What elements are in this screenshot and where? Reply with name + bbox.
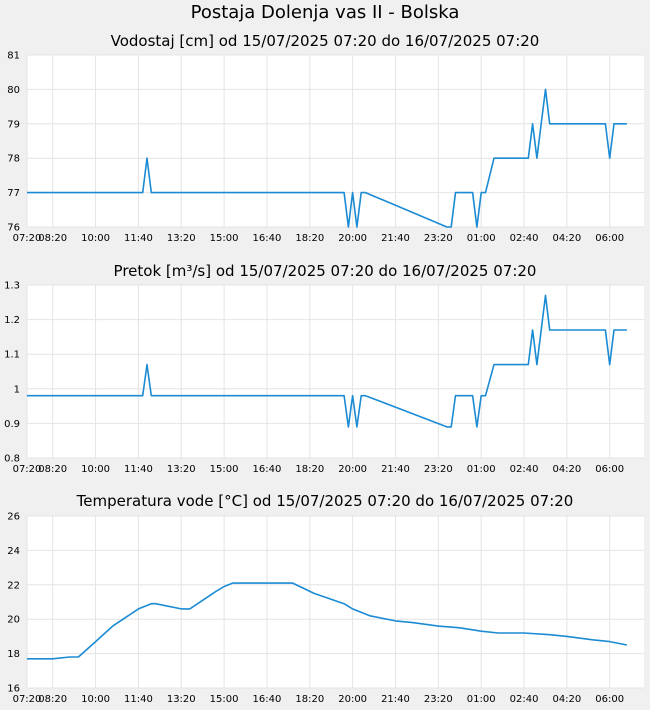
x-tick-label: 01:00 xyxy=(467,233,496,244)
x-tick-label: 13:20 xyxy=(167,694,196,705)
page-title: Postaja Dolenja vas II - Bolska xyxy=(190,2,460,23)
y-tick-label: 16 xyxy=(7,684,20,695)
chart-title: Vodostaj [cm] od 15/07/2025 07:20 do 16/… xyxy=(111,32,540,50)
x-tick-label: 20:00 xyxy=(338,694,367,705)
series-line xyxy=(27,294,627,428)
x-tick-label: 15:00 xyxy=(210,694,239,705)
x-tick-label: 20:00 xyxy=(338,464,367,475)
series-line xyxy=(27,582,628,660)
x-tick-label: 02:40 xyxy=(510,464,539,475)
x-tick-label: 07:20 xyxy=(13,233,42,244)
y-tick-label: 76 xyxy=(7,223,20,234)
plot-area xyxy=(27,516,644,688)
x-tick-label: 16:40 xyxy=(253,233,282,244)
x-tick-label: 01:00 xyxy=(467,694,496,705)
x-tick-label: 11:40 xyxy=(124,464,153,475)
x-tick-label: 21:40 xyxy=(381,233,410,244)
x-tick-label: 15:00 xyxy=(210,464,239,475)
x-tick-label: 06:00 xyxy=(595,694,624,705)
y-tick-label: 79 xyxy=(7,119,20,130)
x-tick-label: 10:00 xyxy=(81,233,110,244)
y-tick-label: 0.9 xyxy=(4,419,20,430)
y-tick-label: 81 xyxy=(7,51,20,62)
x-tick-label: 08:20 xyxy=(38,694,67,705)
x-tick-label: 16:40 xyxy=(253,464,282,475)
x-tick-label: 23:20 xyxy=(424,233,453,244)
x-tick-label: 02:40 xyxy=(510,694,539,705)
chart-title: Pretok [m³/s] od 15/07/2025 07:20 do 16/… xyxy=(114,262,537,280)
x-tick-label: 11:40 xyxy=(124,694,153,705)
x-tick-label: 18:20 xyxy=(295,694,324,705)
x-tick-label: 01:00 xyxy=(467,464,496,475)
plot-area xyxy=(27,285,644,458)
x-tick-label: 15:00 xyxy=(210,233,239,244)
x-tick-label: 18:20 xyxy=(295,233,324,244)
x-tick-label: 16:40 xyxy=(253,694,282,705)
y-tick-label: 0.8 xyxy=(4,454,20,465)
x-tick-label: 11:40 xyxy=(124,233,153,244)
chart-title: Temperatura vode [°C] od 15/07/2025 07:2… xyxy=(76,492,574,510)
y-tick-label: 22 xyxy=(7,580,20,591)
x-tick-label: 08:20 xyxy=(38,233,67,244)
y-tick-label: 26 xyxy=(7,512,20,523)
series-line xyxy=(27,88,627,228)
y-tick-label: 77 xyxy=(7,188,20,199)
x-tick-label: 13:20 xyxy=(167,233,196,244)
x-tick-label: 20:00 xyxy=(338,233,367,244)
x-tick-label: 23:20 xyxy=(424,464,453,475)
x-tick-label: 06:00 xyxy=(595,233,624,244)
y-tick-label: 80 xyxy=(7,85,20,96)
x-tick-label: 21:40 xyxy=(381,464,410,475)
y-tick-label: 20 xyxy=(7,615,20,626)
x-tick-label: 07:20 xyxy=(13,464,42,475)
x-tick-label: 04:20 xyxy=(552,694,581,705)
x-tick-label: 06:00 xyxy=(595,464,624,475)
y-tick-label: 1.3 xyxy=(4,281,20,292)
x-tick-label: 02:40 xyxy=(510,233,539,244)
x-tick-label: 13:20 xyxy=(167,464,196,475)
y-tick-label: 1.2 xyxy=(4,315,20,326)
x-tick-label: 18:20 xyxy=(295,464,324,475)
x-tick-label: 08:20 xyxy=(38,464,67,475)
plot-area xyxy=(27,55,644,227)
x-tick-label: 10:00 xyxy=(81,464,110,475)
y-tick-label: 24 xyxy=(7,546,20,557)
x-tick-label: 07:20 xyxy=(13,694,42,705)
y-tick-label: 18 xyxy=(7,649,20,660)
y-tick-label: 78 xyxy=(7,154,20,165)
x-tick-label: 23:20 xyxy=(424,694,453,705)
y-tick-label: 1 xyxy=(14,384,20,395)
y-tick-label: 1.1 xyxy=(4,350,20,361)
x-tick-label: 10:00 xyxy=(81,694,110,705)
x-tick-label: 04:20 xyxy=(552,464,581,475)
x-tick-label: 21:40 xyxy=(381,694,410,705)
x-tick-label: 04:20 xyxy=(552,233,581,244)
